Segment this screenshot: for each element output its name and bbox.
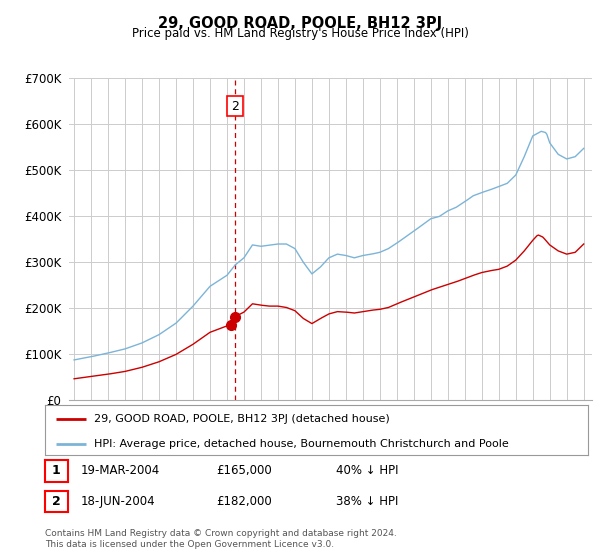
Text: 38% ↓ HPI: 38% ↓ HPI [336,495,398,508]
Text: Price paid vs. HM Land Registry's House Price Index (HPI): Price paid vs. HM Land Registry's House … [131,27,469,40]
Text: 18-JUN-2004: 18-JUN-2004 [81,495,155,508]
Text: Contains HM Land Registry data © Crown copyright and database right 2024.
This d: Contains HM Land Registry data © Crown c… [45,529,397,549]
Text: £165,000: £165,000 [216,464,272,478]
Text: 40% ↓ HPI: 40% ↓ HPI [336,464,398,478]
Text: 2: 2 [52,495,61,508]
Text: 2: 2 [231,100,239,113]
Text: £182,000: £182,000 [216,495,272,508]
Text: HPI: Average price, detached house, Bournemouth Christchurch and Poole: HPI: Average price, detached house, Bour… [94,439,509,449]
Text: 29, GOOD ROAD, POOLE, BH12 3PJ (detached house): 29, GOOD ROAD, POOLE, BH12 3PJ (detached… [94,414,389,424]
Text: 29, GOOD ROAD, POOLE, BH12 3PJ: 29, GOOD ROAD, POOLE, BH12 3PJ [158,16,442,31]
Text: 1: 1 [52,464,61,478]
Text: 19-MAR-2004: 19-MAR-2004 [81,464,160,478]
